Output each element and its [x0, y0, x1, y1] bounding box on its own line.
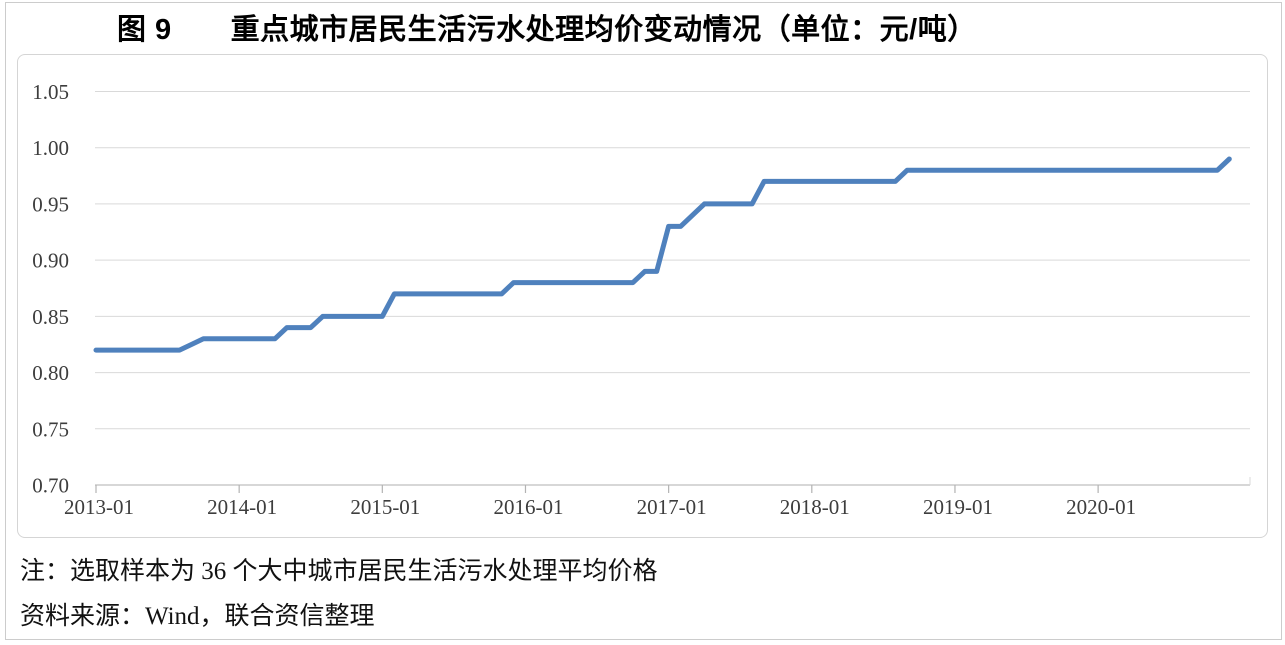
- x-axis-tick-label: 2019-01: [923, 495, 993, 519]
- x-axis-tick-label: 2015-01: [350, 495, 420, 519]
- x-axis-tick-label: 2014-01: [207, 495, 277, 519]
- y-axis-tick-label: 0.95: [32, 192, 69, 216]
- y-axis-tick-label: 1.00: [32, 136, 69, 160]
- y-axis-tick-label: 0.90: [32, 249, 69, 273]
- price-line-series: [93, 156, 1232, 353]
- x-axis-tick-label: 2013-01: [64, 495, 134, 519]
- y-axis-tick-label: 0.80: [32, 361, 69, 385]
- chart-notes: 注：选取样本为 36 个大中城市居民生活污水处理平均价格 资料来源：Wind，联…: [20, 549, 658, 639]
- chart-plot-area: 0.70 0.75 0.80 0.85 0.90 0.95 1.00 1.05 2013-01 2…: [17, 54, 1268, 538]
- x-axis-tick-label: 2017-01: [637, 495, 707, 519]
- x-axis-tick-label: 2020-01: [1066, 495, 1136, 519]
- note-source: 资料来源：Wind，联合资信整理: [20, 603, 375, 630]
- price-line-chart: 0.70 0.75 0.80 0.85 0.90 0.95 1.00 1.05 2013-01 2…: [32, 80, 1251, 519]
- y-axis-tick-label: 0.70: [32, 474, 69, 498]
- chart-title: 图 9 重点城市居民生活污水处理均价变动情况（单位：元/吨）: [117, 14, 977, 46]
- x-axis-tick-label: 2016-01: [493, 495, 563, 519]
- y-axis-tick-label: 0.75: [32, 417, 69, 441]
- x-axis-tick-label: 2018-01: [780, 495, 850, 519]
- y-axis-tick-label: 0.85: [32, 305, 69, 329]
- note-sample: 注：选取样本为 36 个大中城市居民生活污水处理平均价格: [20, 558, 658, 585]
- y-axis-tick-label: 1.05: [32, 80, 69, 104]
